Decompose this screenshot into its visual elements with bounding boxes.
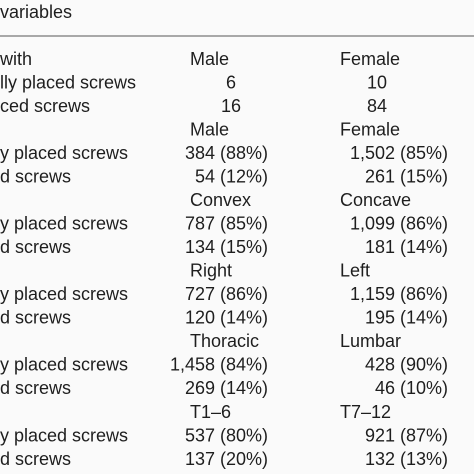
cell: 428 (90%): [365, 355, 448, 375]
cell: 16: [221, 96, 241, 116]
column-header: Convex: [190, 190, 251, 210]
column-header: Left: [340, 261, 370, 281]
row-label: ced screws: [0, 96, 90, 116]
column-header: Male: [190, 119, 229, 139]
row-label: y placed screws: [0, 213, 128, 233]
row-label: lly placed screws: [0, 72, 136, 92]
cell: 921 (87%): [365, 425, 448, 445]
row-label: y placed screws: [0, 143, 128, 163]
row-label: y placed screws: [0, 355, 128, 375]
cell: 46 (10%): [375, 378, 448, 398]
row-label: d screws: [0, 237, 71, 257]
column-header: Lumbar: [340, 331, 401, 351]
column-header: Female: [340, 119, 400, 139]
cell: 6: [226, 72, 236, 92]
row-label: d screws: [0, 308, 71, 328]
column-header: T7–12: [340, 402, 391, 422]
cell: 1,099 (86%): [350, 213, 448, 233]
cell: 1,159 (86%): [350, 284, 448, 304]
cell: 137 (20%): [185, 449, 268, 469]
cell: 181 (14%): [365, 237, 448, 257]
column-header: Concave: [340, 190, 411, 210]
row-label: y placed screws: [0, 284, 128, 304]
row-label: d screws: [0, 166, 71, 186]
cell: 384 (88%): [185, 143, 268, 163]
cell: 120 (14%): [185, 308, 268, 328]
cell: 1,502 (85%): [350, 143, 448, 163]
cell: 195 (14%): [365, 308, 448, 328]
cell: 727 (86%): [185, 284, 268, 304]
cell: 84: [367, 96, 387, 116]
cell: 787 (85%): [185, 213, 268, 233]
cell: 269 (14%): [185, 378, 268, 398]
column-header: Thoracic: [190, 331, 259, 351]
cell: 261 (15%): [365, 166, 448, 186]
cell: 537 (80%): [185, 425, 268, 445]
row-label: y placed screws: [0, 425, 128, 445]
column-header: Right: [190, 261, 232, 281]
cell: 1,458 (84%): [170, 355, 268, 375]
row-label: d screws: [0, 449, 71, 469]
cell: 10: [367, 72, 387, 92]
cell: 54 (12%): [195, 166, 268, 186]
column-header: Female: [340, 49, 400, 69]
row-label: with: [0, 49, 32, 69]
column-header: Male: [190, 49, 229, 69]
column-header: T1–6: [190, 402, 231, 422]
table-title: variables: [0, 2, 72, 22]
row-label: d screws: [0, 378, 71, 398]
cell: 134 (15%): [185, 237, 268, 257]
cell: 132 (13%): [365, 449, 448, 469]
